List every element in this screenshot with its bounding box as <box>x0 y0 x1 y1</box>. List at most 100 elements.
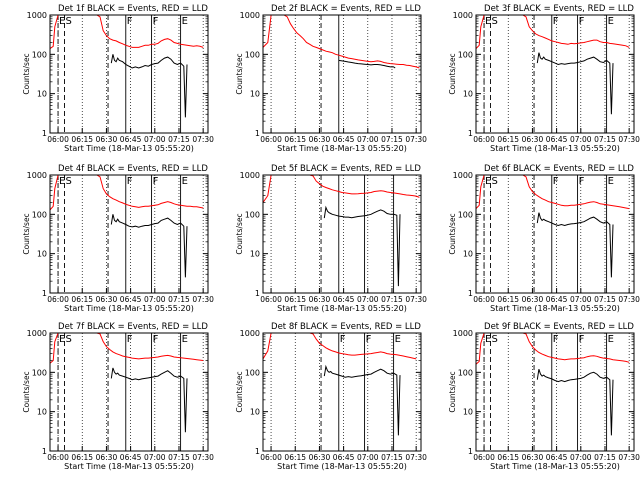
x-tick-label: 06:15 <box>284 135 306 144</box>
y-tick-label: 10 <box>463 90 473 99</box>
y-tick-label: 100 <box>458 50 473 59</box>
event-marker-label: F <box>553 16 559 27</box>
x-axis-label: Start Time (18-Mar-13 05:55:20) <box>490 462 620 471</box>
x-tick-label: 06:15 <box>284 295 306 304</box>
x-tick-label: 06:30 <box>96 453 118 462</box>
x-tick-label: 06:15 <box>284 453 306 462</box>
x-tick-label: 07:00 <box>144 295 166 304</box>
x-tick-label: 07:00 <box>357 135 379 144</box>
x-tick-label: 06:45 <box>546 295 568 304</box>
lld-series-line <box>476 333 630 365</box>
x-tick-label: 06:45 <box>120 295 142 304</box>
plot-frame <box>262 14 422 134</box>
y-axis-label: Counts/sec <box>235 53 244 94</box>
lld-series-line <box>263 15 420 69</box>
x-tick-label: 06:45 <box>546 135 568 144</box>
y-tick-label: 100 <box>458 368 473 377</box>
chart-title: Det 9f BLACK = Events, RED = LLD <box>484 322 634 332</box>
x-tick-label: 07:30 <box>192 453 214 462</box>
event-marker-label: F <box>127 176 133 187</box>
x-axis-label: Start Time (18-Mar-13 05:55:20) <box>277 304 407 313</box>
chart-title: Det 7f BLACK = Events, RED = LLD <box>58 322 208 332</box>
y-tick-label: 1 <box>255 289 260 298</box>
x-tick-label: 06:15 <box>71 453 93 462</box>
event-marker-label: S <box>66 176 72 187</box>
event-marker-label: E <box>182 176 188 187</box>
x-axis-label: Start Time (18-Mar-13 05:55:20) <box>64 144 194 153</box>
y-tick-label: 10 <box>463 408 473 417</box>
event-marker-label: E <box>608 334 614 345</box>
x-tick-label: 06:45 <box>333 135 355 144</box>
event-marker-label: F <box>153 334 159 345</box>
event-marker-label: E <box>608 16 614 27</box>
x-tick-label: 06:30 <box>309 135 331 144</box>
event-marker-label: F <box>340 334 346 345</box>
x-tick-label: 06:45 <box>120 453 142 462</box>
x-tick-label: 06:00 <box>47 135 69 144</box>
y-axis-label: Counts/sec <box>448 371 457 412</box>
x-tick-label: 07:30 <box>618 295 640 304</box>
x-tick-label: 07:15 <box>168 453 190 462</box>
event-marker-label: E <box>59 176 65 187</box>
event-marker-label: F <box>153 16 159 27</box>
plot-frame <box>475 14 635 134</box>
x-tick-label: 06:45 <box>333 295 355 304</box>
y-tick-label: 10 <box>250 90 260 99</box>
event-marker-label: E <box>182 334 188 345</box>
x-axis-label: Start Time (18-Mar-13 05:55:20) <box>277 144 407 153</box>
y-tick-label: 1 <box>255 447 260 456</box>
event-marker-label: S <box>492 176 498 187</box>
y-tick-label: 10 <box>37 408 47 417</box>
x-tick-label: 06:00 <box>473 453 495 462</box>
event-marker-label: E <box>59 16 65 27</box>
x-tick-label: 07:15 <box>381 135 403 144</box>
event-marker-label: S <box>492 16 498 27</box>
y-tick-label: 100 <box>245 368 260 377</box>
y-tick-label: 1000 <box>240 11 260 20</box>
x-tick-label: 06:30 <box>96 135 118 144</box>
y-axis-label: Counts/sec <box>22 213 31 254</box>
chart-panel-8: Det 8f BLACK = Events, RED = LLD F F E 1 10 10… <box>235 322 427 471</box>
x-tick-label: 06:30 <box>522 453 544 462</box>
y-tick-label: 10 <box>37 90 47 99</box>
x-tick-label: 06:30 <box>522 295 544 304</box>
y-tick-label: 1 <box>468 289 473 298</box>
lld-series-line <box>50 175 204 211</box>
event-marker-label: E <box>485 16 491 27</box>
plot-frame <box>49 14 209 134</box>
x-tick-label: 07:15 <box>594 295 616 304</box>
x-tick-label: 06:45 <box>120 135 142 144</box>
lld-series-line <box>50 15 204 50</box>
y-tick-label: 1000 <box>453 11 473 20</box>
chart-panel-2: Det 2f BLACK = Events, RED = LLD 1 10 100 10… <box>235 4 427 153</box>
event-marker-label: E <box>182 16 188 27</box>
x-axis-label: Start Time (18-Mar-13 05:55:20) <box>64 304 194 313</box>
x-tick-label: 06:00 <box>260 135 282 144</box>
y-axis-label: Counts/sec <box>448 53 457 94</box>
x-axis-label: Start Time (18-Mar-13 05:55:20) <box>64 462 194 471</box>
y-tick-label: 1000 <box>453 171 473 180</box>
y-axis-label: Counts/sec <box>22 371 31 412</box>
events-series-line <box>338 59 396 69</box>
event-marker-label: F <box>127 16 133 27</box>
lld-series-line <box>263 175 420 203</box>
x-tick-label: 06:30 <box>309 295 331 304</box>
x-tick-label: 06:00 <box>260 453 282 462</box>
x-tick-label: 06:00 <box>473 135 495 144</box>
events-series-line <box>110 367 188 433</box>
event-marker-label: S <box>66 334 72 345</box>
plot-frame <box>262 332 422 452</box>
y-tick-label: 1000 <box>27 171 47 180</box>
event-marker-label: S <box>492 334 498 345</box>
y-tick-label: 10 <box>37 250 47 259</box>
chart-title: Det 2f BLACK = Events, RED = LLD <box>271 4 421 14</box>
chart-panel-5: Det 5f BLACK = Events, RED = LLD 1 10 100 10… <box>235 164 427 313</box>
x-tick-label: 07:15 <box>168 135 190 144</box>
y-axis-label: Counts/sec <box>448 213 457 254</box>
event-marker-label: F <box>579 334 585 345</box>
x-tick-label: 07:30 <box>192 135 214 144</box>
y-tick-label: 1000 <box>27 11 47 20</box>
